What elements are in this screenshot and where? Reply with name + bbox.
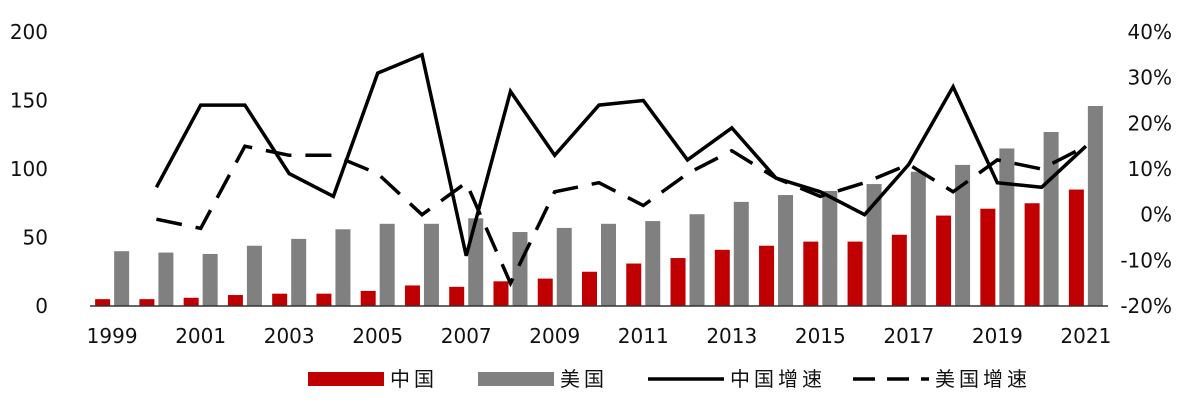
bar-china-2007 — [449, 286, 465, 306]
bar-usa-2006 — [423, 223, 439, 306]
bar-china-2006 — [404, 285, 420, 306]
bar-usa-2007 — [468, 218, 484, 306]
bar-usa-2013 — [733, 201, 749, 306]
bar-usa-2017 — [910, 171, 926, 306]
y-left-tick-labels: 0 50 100 150 200 — [10, 20, 48, 318]
legend-swatch-usa — [478, 372, 554, 386]
bar-china-2012 — [670, 258, 686, 306]
bar-china-2001 — [183, 297, 199, 306]
y-left-tick-label: 150 — [10, 89, 48, 113]
bar-usa-2009 — [556, 227, 572, 306]
bar-china-2000 — [139, 299, 155, 306]
legend-label-usa: 美国 — [560, 367, 608, 391]
bar-china-2010 — [582, 271, 597, 306]
y-left-tick-label: 200 — [10, 20, 48, 44]
y-right-tick-labels: -20% -10% 0% 10% 20% 30% 40% — [1120, 20, 1172, 318]
bar-china-2011 — [626, 263, 642, 306]
legend-swatch-china — [308, 372, 384, 386]
x-tick-labels: 1999 2001 2003 2005 2007 2009 2011 2013 2015 2017… — [87, 324, 1112, 348]
bar-china-2015 — [803, 241, 819, 306]
bar-china-2008 — [493, 281, 509, 306]
y-right-tick-label: 40% — [1128, 20, 1172, 44]
bar-china-2018 — [936, 215, 952, 306]
x-tick-label: 2021 — [1060, 324, 1111, 348]
bar-china-2009 — [537, 278, 553, 306]
bar-china-2005 — [360, 290, 376, 306]
bar-china-2016 — [847, 241, 863, 306]
x-tick-label: 2009 — [529, 324, 580, 348]
bar-china-2020 — [1024, 203, 1040, 306]
x-tick-label: 2007 — [441, 324, 492, 348]
y-right-tick-label: -20% — [1120, 294, 1172, 318]
bar-china-2002 — [227, 295, 243, 306]
bar-usa-2014 — [778, 195, 794, 306]
bar-usa-2005 — [379, 223, 395, 306]
bar-china-2014 — [759, 245, 775, 306]
bar-usa-2021 — [1087, 105, 1103, 306]
bar-china-2003 — [272, 293, 288, 306]
y-right-tick-label: 0% — [1140, 203, 1172, 227]
y-right-tick-label: 20% — [1128, 111, 1172, 135]
legend: 中国 美国 中国增速 美国增速 — [308, 367, 1031, 391]
bar-usa-2020 — [1043, 132, 1059, 306]
bar-china-2013 — [714, 249, 730, 306]
bar-usa-2016 — [866, 184, 882, 306]
line-china-growth — [154, 52, 1088, 257]
bar-usa-2010 — [601, 223, 616, 306]
bar-usa-2019 — [999, 148, 1015, 306]
y-right-tick-label: -10% — [1120, 248, 1172, 272]
y-right-tick-label: 30% — [1128, 66, 1172, 90]
lines-layer — [154, 52, 1088, 288]
y-left-tick-label: 0 — [35, 294, 48, 318]
bar-usa-2011 — [645, 221, 661, 306]
bar-usa-2018 — [955, 164, 971, 306]
bar-china-2021 — [1068, 189, 1084, 306]
x-tick-label: 2001 — [175, 324, 226, 348]
bar-china-1999 — [95, 299, 111, 306]
y-left-tick-label: 50 — [23, 226, 48, 250]
bars-layer — [95, 105, 1103, 306]
y-left-tick-label: 100 — [10, 157, 48, 181]
bar-usa-2000 — [158, 252, 174, 306]
bar-usa-2015 — [822, 190, 838, 306]
bar-usa-2003 — [291, 238, 307, 306]
bar-china-2004 — [316, 293, 332, 306]
bar-usa-2002 — [246, 245, 262, 306]
bar-usa-2004 — [335, 229, 351, 306]
legend-label-china: 中国 — [390, 367, 438, 391]
x-tick-label: 2003 — [264, 324, 315, 348]
x-tick-label: 2011 — [618, 324, 669, 348]
bar-usa-2001 — [202, 253, 218, 306]
bar-usa-1999 — [114, 251, 130, 306]
x-tick-label: 2013 — [706, 324, 757, 348]
line-usa-growth — [156, 144, 1087, 288]
legend-label-usa-growth: 美国增速 — [935, 367, 1031, 391]
bar-usa-2012 — [689, 214, 705, 306]
legend-label-china-growth: 中国增速 — [730, 367, 826, 391]
x-tick-label: 2019 — [972, 324, 1023, 348]
bar-usa-2008 — [512, 232, 528, 306]
x-tick-label: 2015 — [795, 324, 846, 348]
y-right-tick-label: 10% — [1128, 157, 1172, 181]
bar-china-2017 — [891, 234, 907, 306]
bar-china-2019 — [980, 208, 996, 306]
x-tick-label: 2005 — [352, 324, 403, 348]
x-tick-label: 1999 — [87, 324, 138, 348]
x-tick-label: 2017 — [883, 324, 934, 348]
